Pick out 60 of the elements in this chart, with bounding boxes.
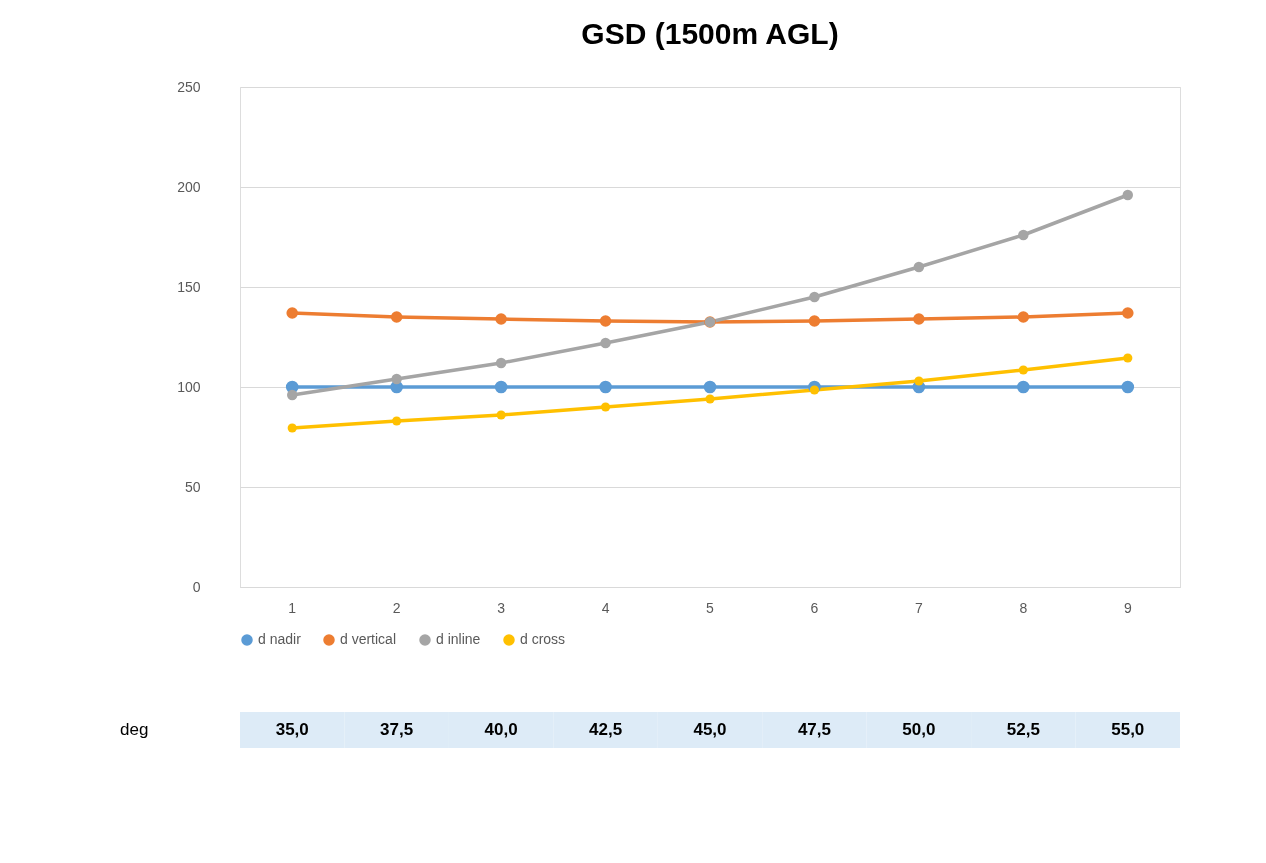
y-tick-label: 100	[177, 378, 201, 395]
point	[1017, 311, 1030, 323]
point	[495, 313, 507, 325]
point	[1017, 380, 1030, 394]
y-tick-label: 150	[177, 278, 201, 295]
text: deg	[120, 720, 149, 739]
point	[287, 423, 297, 433]
point	[286, 307, 299, 319]
point	[391, 373, 402, 385]
point	[599, 380, 612, 394]
point	[495, 357, 507, 369]
point	[1123, 353, 1133, 363]
text: 50,0	[902, 720, 936, 739]
text: 35,0	[275, 720, 309, 739]
point	[496, 410, 506, 420]
x-tick-label: 4	[601, 599, 610, 616]
text: 47,5	[797, 720, 831, 739]
point	[1121, 307, 1134, 319]
x-tick-label: 1	[288, 599, 297, 616]
point	[392, 416, 402, 426]
point	[705, 394, 715, 404]
x-tick-label: 9	[1123, 599, 1132, 616]
point	[390, 311, 403, 323]
point	[600, 402, 611, 412]
point	[913, 261, 925, 273]
text: 55,0	[1111, 720, 1145, 739]
point	[914, 376, 924, 386]
point	[1018, 365, 1028, 375]
legend-label: d nadir	[258, 631, 302, 647]
y-tick-label: 0	[192, 578, 201, 595]
point	[808, 315, 821, 327]
text: 40,0	[484, 720, 518, 739]
x-tick-label: 2	[392, 599, 401, 616]
text: 45,0	[693, 720, 727, 739]
y-tick-label: 250	[177, 78, 201, 95]
legend-label: d vertical	[340, 631, 397, 647]
y-tick-label: 50	[184, 478, 201, 495]
point	[286, 389, 298, 401]
x-tick-label: 3	[497, 599, 506, 616]
x-tick-label: 5	[706, 599, 715, 616]
legend-label: d inline	[436, 631, 481, 647]
point	[1122, 189, 1134, 201]
legend-label: d cross	[520, 631, 566, 647]
point	[494, 380, 508, 394]
point	[703, 380, 717, 394]
point	[913, 313, 925, 325]
x-tick-label: 7	[914, 599, 923, 616]
point	[1121, 380, 1135, 394]
text: 37,5	[380, 720, 414, 739]
point	[1018, 229, 1029, 241]
x-tick-label: 6	[810, 599, 819, 616]
text: 42,5	[589, 720, 623, 739]
y-tick-label: 200	[177, 178, 201, 195]
chart-title: GSD (1500m AGL)	[581, 17, 839, 50]
point	[600, 337, 611, 349]
point	[809, 291, 820, 303]
point	[809, 385, 820, 395]
x-tick-label: 8	[1019, 599, 1028, 616]
text: 52,5	[1006, 720, 1040, 739]
point	[599, 315, 612, 327]
